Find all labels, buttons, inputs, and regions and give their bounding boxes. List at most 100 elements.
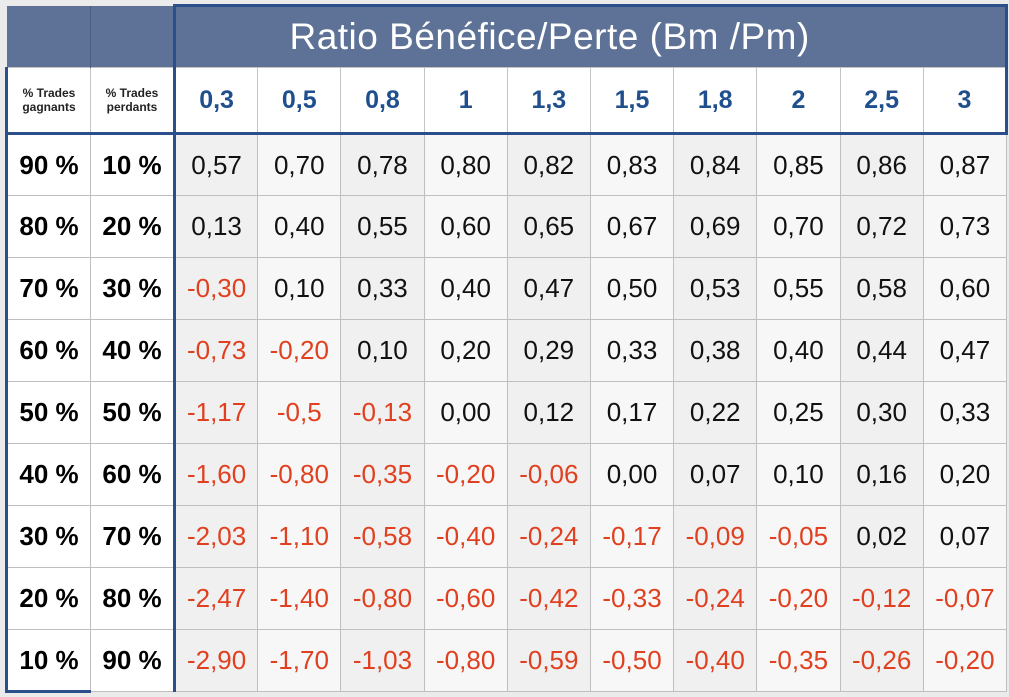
value-cell: -0,20 bbox=[257, 319, 342, 382]
column-header: 1,5 bbox=[589, 67, 675, 135]
value-cell: -0,73 bbox=[172, 319, 259, 382]
value-cell: -0,24 bbox=[673, 567, 758, 630]
value-cell: 0,53 bbox=[673, 257, 758, 320]
value-cell: 0,67 bbox=[589, 195, 675, 258]
row-label-perdants: 20 % bbox=[90, 195, 175, 258]
value-cell: -0,5 bbox=[257, 381, 342, 444]
value-cell: 0,33 bbox=[922, 381, 1008, 444]
row-label-perdants: 70 % bbox=[90, 505, 175, 568]
row-label-gagnants: 60 % bbox=[5, 319, 91, 382]
table-row: 90 % 10 % 0,57 0,70 0,78 0,80 0,82 0,83 0,84 0,85… bbox=[5, 132, 1008, 196]
row-label-perdants: 40 % bbox=[90, 319, 175, 382]
value-cell: 0,86 bbox=[839, 133, 924, 196]
column-header: 1 bbox=[423, 67, 508, 135]
value-cell: -0,40 bbox=[423, 505, 508, 568]
table-title: Ratio Bénéfice/Perte (Bm /Pm) bbox=[173, 4, 924, 68]
header-gagnants: % Trades gagnants bbox=[5, 67, 91, 135]
row-label-perdants: 30 % bbox=[90, 257, 175, 320]
value-cell: 0,50 bbox=[589, 257, 675, 320]
value-cell: 0,78 bbox=[340, 133, 425, 196]
value-cell: 0,83 bbox=[589, 133, 675, 196]
value-cell: -0,20 bbox=[756, 567, 841, 630]
value-cell: 0,84 bbox=[673, 133, 758, 196]
column-header: 1,8 bbox=[673, 67, 758, 135]
row-label-gagnants: 80 % bbox=[5, 195, 91, 258]
value-cell: 0,29 bbox=[506, 319, 591, 382]
value-cell: 0,40 bbox=[423, 257, 508, 320]
value-cell: -1,17 bbox=[172, 381, 259, 444]
value-cell: -0,17 bbox=[589, 505, 675, 568]
value-cell: 0,70 bbox=[257, 133, 342, 196]
value-cell: -1,40 bbox=[257, 567, 342, 630]
value-cell: -0,12 bbox=[839, 567, 924, 630]
value-cell: 0,47 bbox=[506, 257, 591, 320]
value-cell: 0,16 bbox=[839, 443, 924, 506]
table-row: 50 % 50 % -1,17 -0,5 -0,13 0,00 0,12 0,17 0,22 0,… bbox=[5, 381, 1008, 444]
row-label-gagnants: 20 % bbox=[5, 567, 91, 630]
value-cell: 0,73 bbox=[922, 195, 1008, 258]
value-cell: -0,80 bbox=[257, 443, 342, 506]
column-header: 3 bbox=[922, 67, 1009, 135]
value-cell: -0,05 bbox=[756, 505, 841, 568]
value-cell: 0,57 bbox=[172, 133, 259, 196]
row-label-gagnants: 70 % bbox=[5, 257, 91, 320]
table-row: 20 % 80 % -2,47 -1,40 -0,80 -0,60 -0,42 -0,33 -0… bbox=[5, 567, 1008, 630]
value-cell: 0,82 bbox=[506, 133, 591, 196]
table-row: 70 % 30 % -0,30 0,10 0,33 0,40 0,47 0,50 0,53 0,5… bbox=[5, 257, 1008, 320]
value-cell: 0,33 bbox=[589, 319, 675, 382]
value-cell: 0,22 bbox=[673, 381, 758, 444]
value-cell: -0,33 bbox=[589, 567, 675, 630]
value-cell: 0,07 bbox=[673, 443, 758, 506]
value-cell: -0,20 bbox=[423, 443, 508, 506]
value-cell: -0,58 bbox=[340, 505, 425, 568]
column-header: 2,5 bbox=[839, 67, 924, 135]
value-cell: 0,80 bbox=[423, 133, 508, 196]
table-body: 90 % 10 % 0,57 0,70 0,78 0,80 0,82 0,83 0,84 0,85… bbox=[5, 132, 1008, 693]
value-cell: 0,65 bbox=[506, 195, 591, 258]
value-cell: 0,00 bbox=[589, 443, 675, 506]
value-cell: -0,30 bbox=[172, 257, 259, 320]
value-cell: 0,55 bbox=[756, 257, 841, 320]
value-cell: -0,80 bbox=[423, 629, 508, 692]
value-cell: -0,42 bbox=[506, 567, 591, 630]
table-row: 80 % 20 % 0,13 0,40 0,55 0,60 0,65 0,67 0,69 0,70… bbox=[5, 195, 1008, 258]
value-cell: 0,33 bbox=[340, 257, 425, 320]
row-label-gagnants: 30 % bbox=[5, 505, 91, 568]
ratio-table-container: Ratio Bénéfice/Perte (Bm /Pm) % Trades g… bbox=[5, 4, 1009, 693]
row-label-perdants: 60 % bbox=[90, 443, 175, 506]
row-label-perdants: 10 % bbox=[90, 133, 175, 196]
value-cell: -0,26 bbox=[839, 629, 924, 692]
value-cell: 0,40 bbox=[257, 195, 342, 258]
value-cell: -0,50 bbox=[589, 629, 675, 692]
value-cell: 0,12 bbox=[506, 381, 591, 444]
value-cell: 0,17 bbox=[589, 381, 675, 444]
column-header-row: % Trades gagnants % Trades perdants 0,3 0… bbox=[5, 67, 1009, 135]
column-header: 2 bbox=[756, 67, 841, 135]
title-blank-cell-2 bbox=[90, 5, 175, 68]
value-cell: -2,47 bbox=[172, 567, 259, 630]
value-cell: -0,59 bbox=[506, 629, 591, 692]
value-cell: 0,00 bbox=[423, 381, 508, 444]
value-cell: -1,03 bbox=[340, 629, 425, 692]
value-cell: -0,80 bbox=[340, 567, 425, 630]
header-perdants: % Trades perdants bbox=[90, 67, 175, 135]
column-header: 0,5 bbox=[257, 67, 342, 135]
title-blank-cell-1 bbox=[6, 5, 91, 68]
value-cell: 0,25 bbox=[756, 381, 841, 444]
value-cell: 0,07 bbox=[922, 505, 1008, 568]
value-cell: 0,38 bbox=[673, 319, 758, 382]
row-label-perdants: 80 % bbox=[90, 567, 175, 630]
value-cell: -0,06 bbox=[506, 443, 591, 506]
column-header: 0,3 bbox=[172, 67, 259, 135]
row-label-perdants: 90 % bbox=[90, 629, 175, 692]
title-row: Ratio Bénéfice/Perte (Bm /Pm) bbox=[6, 4, 1009, 68]
value-cell: -0,13 bbox=[340, 381, 425, 444]
row-label-gagnants: 90 % bbox=[5, 132, 91, 196]
value-cell: 0,20 bbox=[423, 319, 508, 382]
value-cell: -0,35 bbox=[756, 629, 841, 692]
value-cell: 0,44 bbox=[839, 319, 924, 382]
value-cell: -0,09 bbox=[673, 505, 758, 568]
value-cell: 0,30 bbox=[839, 381, 924, 444]
table-row: 10 % 90 % -2,90 -1,70 -1,03 -0,80 -0,59 -0,50 -0… bbox=[5, 629, 1008, 693]
value-cell: -0,24 bbox=[506, 505, 591, 568]
